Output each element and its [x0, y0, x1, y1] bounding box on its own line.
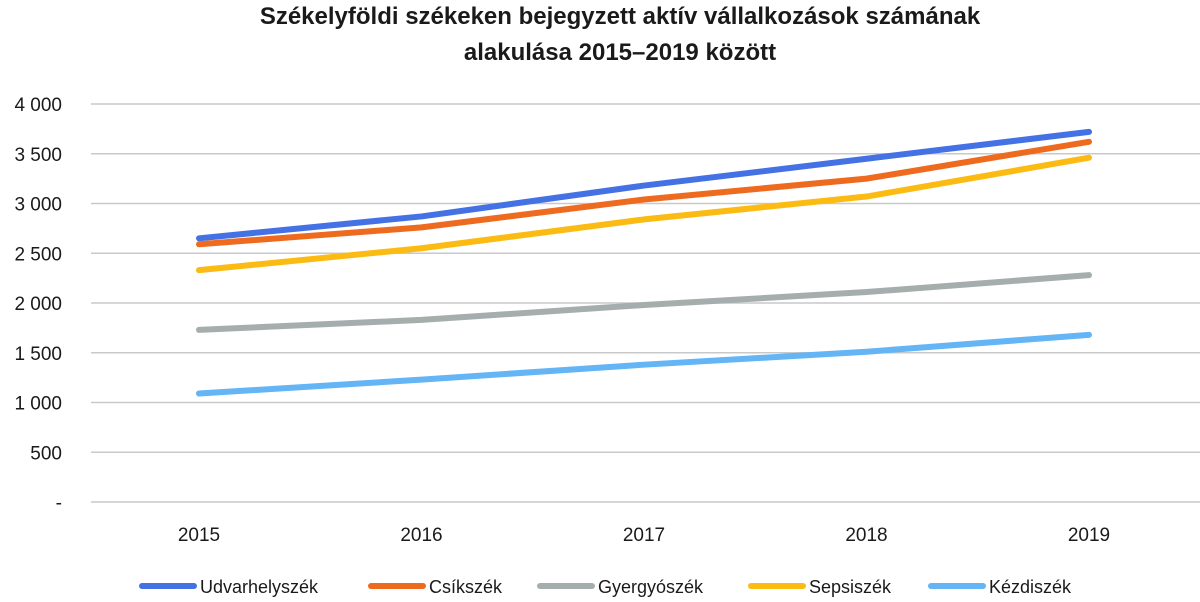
series-line-1	[196, 138, 1092, 248]
legend-item: Sepsiszék	[748, 577, 892, 597]
y-tick-label: -	[56, 493, 62, 514]
x-tick-label: 2016	[400, 525, 442, 546]
y-tick-label: 1 000	[14, 394, 62, 415]
legend-item: Csíkszék	[368, 577, 503, 597]
chart-title: Székelyföldi székeken bejegyzett aktív v…	[260, 3, 981, 66]
y-tick-label: 1 500	[14, 344, 62, 365]
x-tick-label: 2015	[178, 525, 220, 546]
legend: Udvarhelyszék Csíkszék Gyergyószék Sepsiszé…	[139, 577, 1072, 597]
chart-title-line-2: alakulása 2015–2019 között	[464, 39, 776, 66]
legend-label: Sepsiszék	[809, 577, 892, 597]
legend-label: Csíkszék	[429, 577, 503, 597]
y-tick-label: 2 500	[14, 244, 62, 265]
x-axis-tick-labels: 2015 2016 2017 2018 2019	[178, 525, 1110, 546]
legend-label: Kézdiszék	[989, 577, 1072, 597]
series-lines	[196, 128, 1092, 397]
x-tick-label: 2019	[1068, 525, 1110, 546]
y-axis-tick-labels: - 500 1 000 1 500 2 000 2 500 3 000 3 500 4 000	[14, 95, 62, 514]
y-tick-label: 500	[30, 443, 62, 464]
legend-item: Udvarhelyszék	[139, 577, 319, 597]
legend-label: Gyergyószék	[598, 577, 704, 597]
y-tick-label: 2 000	[14, 294, 62, 315]
legend-label: Udvarhelyszék	[200, 577, 319, 597]
legend-item: Gyergyószék	[537, 577, 704, 597]
series-line-4	[196, 331, 1092, 397]
y-tick-label: 3 500	[14, 145, 62, 166]
y-tick-label: 4 000	[14, 95, 62, 116]
x-tick-label: 2017	[623, 525, 665, 546]
x-tick-label: 2018	[845, 525, 887, 546]
y-tick-label: 3 000	[14, 195, 62, 216]
legend-item: Kézdiszék	[928, 577, 1072, 597]
chart-title-line-1: Székelyföldi székeken bejegyzett aktív v…	[260, 3, 981, 30]
